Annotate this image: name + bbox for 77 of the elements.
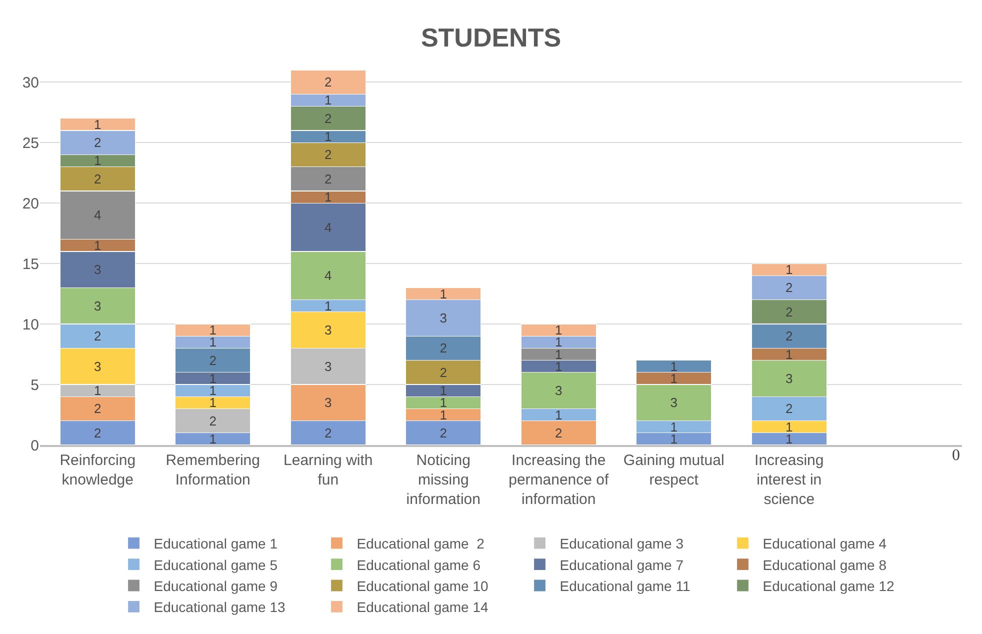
data-label: 4	[94, 208, 102, 223]
y-tick-label: 10	[22, 316, 39, 334]
legend-label: Educational game 12	[762, 578, 895, 594]
data-label: 1	[209, 431, 216, 446]
data-label: 1	[324, 298, 332, 314]
data-label: 1	[209, 370, 216, 386]
data-label: 3	[94, 358, 102, 374]
data-label: 2	[94, 171, 102, 186]
legend-label: Educational game 5	[154, 556, 278, 573]
data-label: 1	[324, 92, 332, 108]
y-tick-label: 0	[30, 437, 39, 454]
data-label: 1	[786, 346, 793, 362]
data-label: 2	[786, 401, 793, 416]
data-label: 4	[324, 268, 332, 284]
y-tick-label: 30	[22, 74, 39, 92]
data-label: 3	[324, 358, 332, 374]
x-tick-label: Increasing the permanence of information	[508, 452, 610, 508]
y-tick-label: 15	[22, 256, 39, 273]
y-tick-label: 20	[22, 195, 39, 212]
legend-label: Educational game 9	[154, 578, 278, 594]
data-label: 3	[94, 262, 102, 278]
data-label: 2	[440, 425, 447, 440]
data-label: 2	[94, 328, 102, 344]
x-tick-label: Noticing missing information	[406, 452, 480, 508]
y-tick-label: 5	[30, 376, 39, 394]
data-label: 1	[324, 190, 332, 205]
data-label: 3	[324, 322, 332, 338]
data-label: 1	[94, 153, 102, 168]
data-label: 3	[670, 395, 678, 410]
data-label: 2	[94, 425, 102, 440]
data-label: 2	[209, 352, 216, 368]
legend-label: Educational game 3	[560, 536, 684, 552]
data-label: 3	[440, 310, 447, 326]
x-tick-label: Gaining mutual respect	[623, 452, 724, 488]
legend-label: Educational game 7	[560, 556, 684, 573]
data-label: 1	[94, 383, 102, 398]
data-label: 1	[440, 286, 447, 302]
x-tick-label: Remembering Information	[166, 452, 260, 488]
data-label: 3	[94, 298, 102, 314]
data-label: 2	[555, 425, 562, 440]
legend-label: Educational game 1	[154, 536, 278, 552]
legend-label: Educational game 13	[154, 599, 286, 616]
data-label: 2	[786, 280, 793, 296]
data-label: 2	[94, 401, 102, 416]
data-label: 2	[324, 171, 332, 186]
data-label: 2	[324, 147, 332, 162]
data-label: 2	[786, 304, 793, 320]
data-label: 2	[94, 135, 102, 150]
data-label: 3	[555, 383, 562, 398]
data-label: 2	[324, 110, 332, 126]
data-label: 1	[94, 116, 102, 132]
y-tick-label: 25	[22, 134, 39, 152]
legend-label: Educational game 8	[762, 556, 887, 573]
x-tick-label: Reinforcing knowledge	[60, 452, 136, 488]
legend-label: Educational game 6	[356, 556, 481, 573]
chart-title: STUDENTS	[420, 22, 562, 53]
data-label: 4	[324, 220, 332, 235]
data-label: 3	[786, 370, 793, 386]
x-tick-label: Increasing interest in science	[754, 452, 824, 508]
data-label: 1	[94, 238, 102, 253]
data-label: 2	[786, 328, 793, 344]
data-label: 2	[209, 413, 216, 428]
legend-label: Educational game 14	[356, 599, 489, 616]
data-label: 1	[324, 129, 332, 144]
legend-label: Educational game 10	[356, 578, 489, 594]
data-label: 1	[555, 407, 562, 422]
x-tick-label: Learning with fun	[284, 452, 373, 488]
data-label: 1	[786, 262, 793, 278]
data-label: 2	[440, 340, 447, 356]
data-label: 2	[324, 425, 332, 440]
legend-label: Educational game 4	[762, 536, 887, 552]
legend-label: Educational game 11	[560, 578, 690, 594]
data-label: 2	[440, 364, 447, 380]
legend-label: Educational game 2	[356, 536, 485, 552]
data-label: 2	[324, 74, 332, 90]
data-label: 3	[324, 395, 332, 410]
text: 0	[952, 447, 960, 464]
